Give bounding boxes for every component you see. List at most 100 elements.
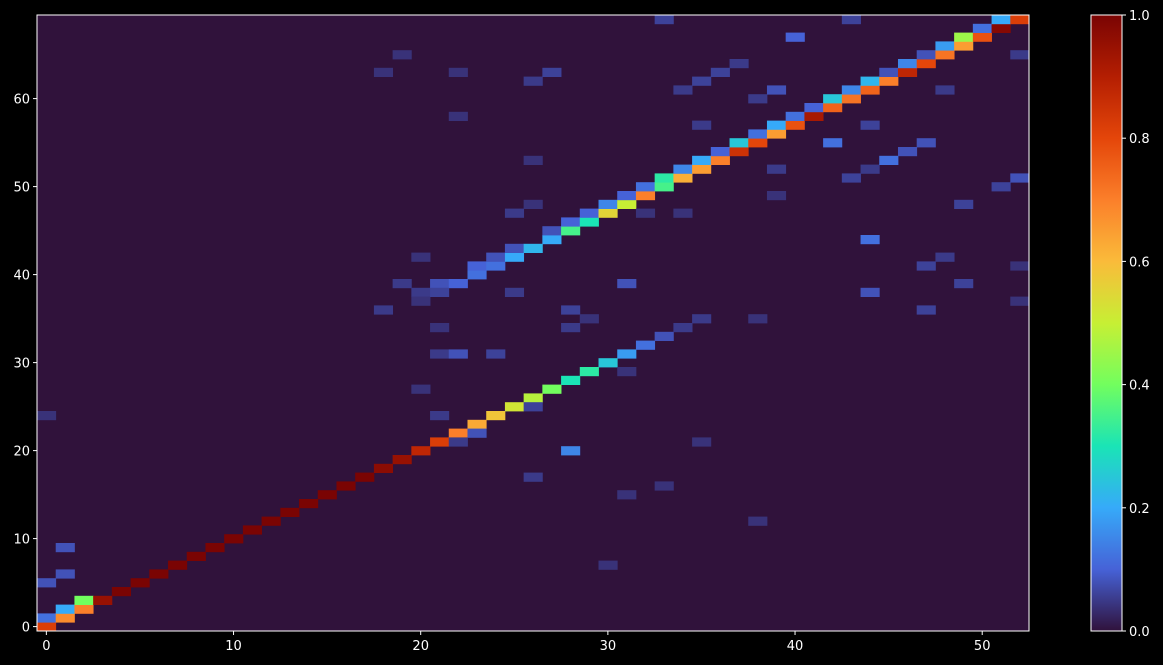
heatmap-cell <box>635 191 656 201</box>
heatmap-cell <box>635 208 656 218</box>
heatmap-cell <box>860 120 880 130</box>
heatmap-cell <box>617 490 637 500</box>
heatmap-cell <box>785 32 805 42</box>
heatmap-cell <box>879 67 899 77</box>
heatmap-cell <box>766 85 787 95</box>
heatmap-cell <box>654 331 674 341</box>
colorbar-gradient <box>1090 14 1123 632</box>
heatmap-cell <box>823 103 843 113</box>
heatmap-cell <box>1010 15 1030 25</box>
heatmap-cell <box>523 393 543 403</box>
heatmap-cell <box>879 155 899 165</box>
heatmap-cell <box>430 287 450 297</box>
heatmap-cell <box>617 349 637 359</box>
x-axis: 0 10 20 30 40 50 <box>42 631 990 654</box>
heatmap-cell <box>205 543 225 553</box>
heatmap-cell <box>991 182 1011 192</box>
colorbar-tick-label: 0.6 <box>1129 255 1150 270</box>
heatmap-cell <box>411 296 431 306</box>
heatmap-cell <box>991 15 1011 25</box>
heatmap-cell <box>710 147 730 157</box>
heatmap-cell <box>55 543 75 553</box>
heatmap-cell <box>991 23 1011 33</box>
heatmap-cell <box>448 349 468 359</box>
heatmap-cell <box>673 164 693 174</box>
heatmap-cell <box>392 279 412 289</box>
y-tick-label: 60 <box>13 93 30 108</box>
heatmap-cell <box>336 481 356 491</box>
heatmap-cell <box>168 560 188 570</box>
heatmap-cell <box>542 67 562 77</box>
heatmap-cell <box>579 208 599 218</box>
heatmap-cell <box>860 85 880 95</box>
heatmap-cell <box>280 507 300 517</box>
heatmap-cell <box>692 164 712 174</box>
x-tick-label: 30 <box>600 639 617 654</box>
heatmap-cell <box>504 402 525 412</box>
heatmap-cell <box>430 411 450 421</box>
heatmap-cell <box>785 120 805 130</box>
heatmap-cell <box>916 305 936 315</box>
heatmap-cell <box>486 252 506 262</box>
heatmap-cell <box>523 199 543 209</box>
y-tick-label: 40 <box>13 269 30 284</box>
heatmap-cell <box>523 155 543 165</box>
heatmap-cell <box>823 138 843 148</box>
heatmap-cell <box>130 578 150 588</box>
heatmap-cell <box>504 252 525 262</box>
heatmap-cell <box>1010 50 1030 60</box>
heatmap-cell <box>561 226 581 236</box>
heatmap-cell <box>448 67 468 77</box>
heatmap-cell <box>729 59 749 69</box>
heatmap-cell <box>766 120 787 130</box>
heatmap-cell <box>748 138 768 148</box>
heatmap-cell <box>654 182 674 192</box>
heatmap-cell <box>561 323 581 333</box>
heatmap-cell <box>673 85 693 95</box>
heatmap-cell <box>486 349 506 359</box>
x-tick-label: 20 <box>412 639 429 654</box>
heatmap-cell <box>935 50 955 60</box>
heatmap-cell <box>617 367 637 377</box>
heatmap-cell <box>823 94 843 104</box>
heatmap-cell <box>841 173 861 183</box>
y-tick-label: 30 <box>13 357 30 372</box>
heatmap-cell <box>561 446 581 456</box>
heatmap-cell <box>692 314 712 324</box>
heatmap-cell <box>542 384 562 394</box>
heatmap-cell <box>579 367 599 377</box>
heatmap-cell <box>523 402 543 412</box>
heatmap-cell <box>37 622 57 632</box>
heatmap-cell <box>111 587 131 597</box>
heatmap-cell <box>261 516 281 526</box>
heatmap-cell <box>804 103 824 113</box>
heatmap-cell <box>523 472 543 482</box>
x-tick-label: 40 <box>787 639 804 654</box>
heatmap-cell <box>317 490 337 500</box>
heatmap-cell <box>766 129 787 139</box>
heatmap-cell <box>1010 173 1030 183</box>
heatmap-cell <box>448 279 468 289</box>
heatmap-cell <box>897 147 918 157</box>
heatmap-cell <box>748 516 768 526</box>
heatmap-cell <box>448 111 468 121</box>
y-tick-label: 0 <box>22 621 30 636</box>
heatmap-cell <box>879 76 899 86</box>
heatmap-cell <box>430 349 450 359</box>
heatmap-cell <box>392 455 412 465</box>
heatmap-cell <box>598 560 618 570</box>
heatmap-cell <box>467 270 487 280</box>
heatmap-cell <box>617 199 637 209</box>
heatmap-cell <box>860 76 880 86</box>
heatmap-cell <box>55 613 75 623</box>
heatmap-cell <box>897 67 918 77</box>
heatmap-cell <box>504 208 525 218</box>
heatmap-cell <box>860 164 880 174</box>
heatmap-cell <box>37 411 57 421</box>
heatmap-cell <box>710 67 730 77</box>
heatmap-cell <box>448 437 468 447</box>
heatmap-cell <box>692 155 712 165</box>
heatmap-cell <box>729 147 749 157</box>
heatmap-cell <box>935 252 955 262</box>
heatmap-cell <box>617 191 637 201</box>
